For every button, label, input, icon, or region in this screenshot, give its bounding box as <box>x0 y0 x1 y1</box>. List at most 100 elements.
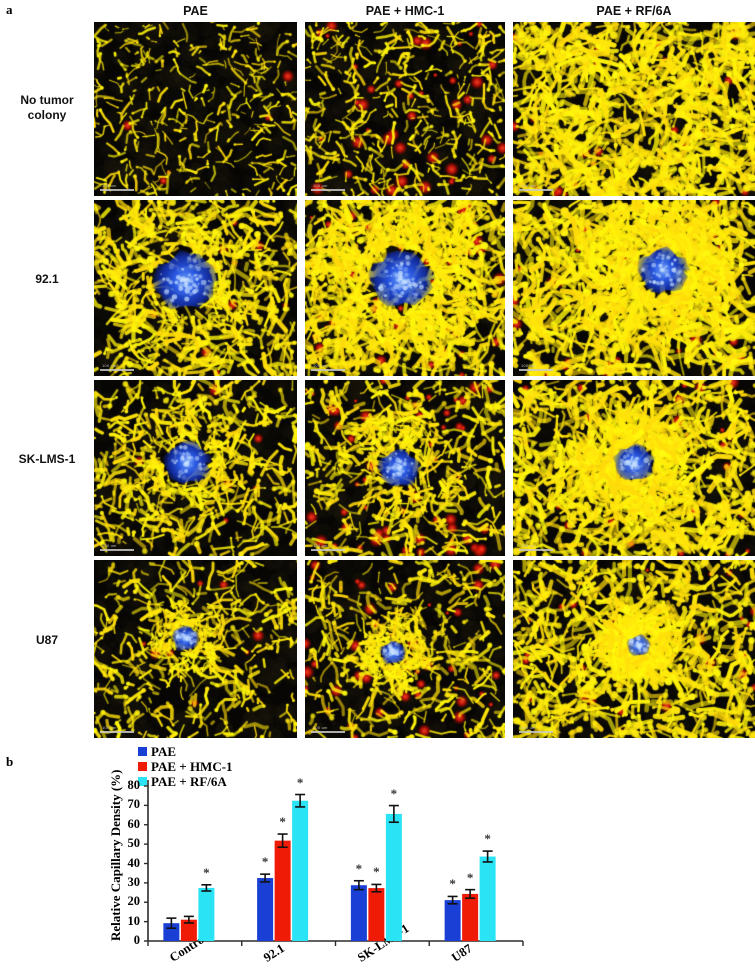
significance-marker-sk-lms-1-2: * <box>390 785 398 801</box>
bar-sk-lms-1-pae-hmc-1 <box>368 888 385 941</box>
scale-bar <box>519 189 553 191</box>
scale-bar-label: 100 um <box>521 183 536 188</box>
scale-bar <box>100 189 134 191</box>
error-bar-u87-0 <box>447 895 458 905</box>
y-tick-50: 50 <box>127 836 141 851</box>
y-tick-60: 60 <box>127 816 141 831</box>
legend-swatch-0 <box>138 747 147 756</box>
scale-bar-label: 100 um <box>313 183 328 188</box>
micrograph-no-tumor-colony-pae-rf-6a: 100 um <box>513 22 755 196</box>
bar-sk-lms-1-pae <box>350 885 367 941</box>
scale-bar-label: 100 um <box>313 725 328 730</box>
micrograph-92-1-pae-rf-6a: 100 um <box>513 200 755 376</box>
y-tick-0: 0 <box>133 933 140 947</box>
error-bar-sk-lms-1-1 <box>371 883 382 893</box>
scale-bar <box>311 549 345 551</box>
scale-bar-label: 100 um <box>521 543 536 548</box>
bar-sk-lms-1-pae-rf-6a <box>385 813 402 941</box>
micrograph-u87-pae: 100 um <box>94 560 297 738</box>
row-label-u87: U87 <box>35 633 58 647</box>
bar-control-pae-rf-6a <box>198 887 215 941</box>
error-bar-92-1-0 <box>260 873 271 883</box>
scale-bar-label: 100 um <box>521 725 536 730</box>
chart-legend: PAE PAE + HMC-1 PAE + RF/6A <box>138 744 233 789</box>
bar-92-1-pae <box>257 878 274 941</box>
scale-bar-label: 100 um <box>102 363 117 368</box>
significance-marker-u87-2: * <box>484 831 491 847</box>
bar-u87-pae-rf-6a <box>479 856 496 941</box>
legend-item-pae-hmc-1: PAE + HMC-1 <box>138 759 233 774</box>
scale-bar-label: 100 um <box>102 543 117 548</box>
scale-bar <box>100 549 134 551</box>
scale-bar <box>100 369 134 371</box>
error-bar-sk-lms-1-0 <box>353 879 364 891</box>
panel-b-bar-chart: b PAE PAE + HMC-1 PAE + RF/6A Relative Cap… <box>0 740 755 975</box>
y-tick-10: 10 <box>127 913 141 928</box>
significance-marker-u87-1: * <box>466 869 474 885</box>
panel-a-microscopy-grid: a PAE PAE + HMC-1 PAE + RF/6A No tumor col… <box>6 2 755 738</box>
column-header-pae-rf-6a: PAE + RF/6A <box>596 4 672 18</box>
legend-label-1: PAE + HMC-1 <box>151 758 233 774</box>
y-tick-20: 20 <box>127 894 141 909</box>
legend-item-pae-rf-6a: PAE + RF/6A <box>138 774 233 789</box>
bar-chart-svg <box>144 780 524 946</box>
significance-marker-92-1-0: * <box>261 854 269 870</box>
scale-bar-label: 100 um <box>521 363 536 368</box>
panel-b-letter: b <box>6 754 14 769</box>
bar-u87-pae-hmc-1 <box>462 893 479 941</box>
micrograph-no-tumor-colony-pae-hmc-1: 100 um <box>305 22 505 196</box>
row-label-sk-lms-1: SK-LMS-1 <box>18 452 76 466</box>
panel-a-letter: a <box>6 2 13 17</box>
error-bar-control-1 <box>183 915 194 924</box>
y-tick-80: 80 <box>127 778 141 792</box>
significance-marker-92-1-2: * <box>296 774 304 790</box>
error-bar-control-2 <box>201 884 212 892</box>
error-bar-sk-lms-1-2 <box>388 804 399 824</box>
row-label-no-tumor-colony: No tumor colony <box>20 93 74 122</box>
micrograph-u87-pae-hmc-1: 100 um <box>305 560 505 738</box>
significance-marker-u87-0: * <box>449 876 456 892</box>
legend-item-pae: PAE <box>138 744 233 759</box>
legend-label-0: PAE <box>151 743 177 759</box>
micrograph-92-1-pae: 100 um <box>94 200 297 376</box>
bar-u87-pae <box>444 900 461 941</box>
scale-bar-label: 100 um <box>102 183 117 188</box>
micrograph-sk-lms-1-pae-hmc-1: 100 um <box>305 380 505 556</box>
scale-bar-label: 100 um <box>313 363 328 368</box>
column-header-pae-hmc-1: PAE + HMC-1 <box>365 4 445 18</box>
scale-bar <box>311 369 345 371</box>
significance-marker-sk-lms-1-0: * <box>355 860 363 876</box>
y-tick-70: 70 <box>127 797 141 812</box>
scale-bar <box>519 369 553 371</box>
significance-marker-92-1-1: * <box>279 814 286 830</box>
bar-control-pae-hmc-1 <box>180 919 197 941</box>
column-header-pae: PAE <box>183 4 208 18</box>
scale-bar <box>519 549 553 551</box>
error-bar-u87-2 <box>482 850 493 863</box>
legend-swatch-2 <box>138 777 147 786</box>
micrograph-sk-lms-1-pae: 100 um <box>94 380 297 556</box>
row-label-92-1: 92.1 <box>35 272 59 286</box>
significance-marker-sk-lms-1-1: * <box>373 864 380 880</box>
scale-bar <box>100 731 134 733</box>
y-tick-40: 40 <box>127 855 141 870</box>
error-bar-control-0 <box>166 917 177 930</box>
bar-92-1-pae-rf-6a <box>292 800 309 941</box>
scale-bar <box>519 731 553 733</box>
bar-92-1-pae-hmc-1 <box>274 840 291 941</box>
micrograph-92-1-pae-hmc-1: 100 um <box>305 200 505 376</box>
micrograph-u87-pae-rf-6a: 100 um <box>513 560 755 738</box>
y-tick-30: 30 <box>127 874 141 889</box>
micrograph-sk-lms-1-pae-rf-6a: 100 um <box>513 380 755 556</box>
legend-label-2: PAE + RF/6A <box>151 773 227 789</box>
error-bar-u87-1 <box>465 888 476 899</box>
micrograph-no-tumor-colony-pae: 100 um <box>94 22 297 196</box>
error-bar-92-1-1 <box>277 833 288 849</box>
error-bar-92-1-2 <box>295 793 306 808</box>
significance-marker-control-2: * <box>203 864 210 880</box>
scale-bar <box>311 189 345 191</box>
scale-bar <box>311 731 345 733</box>
scale-bar-label: 100 um <box>102 725 117 730</box>
scale-bar-label: 100 um <box>313 543 328 548</box>
legend-swatch-1 <box>138 762 147 771</box>
